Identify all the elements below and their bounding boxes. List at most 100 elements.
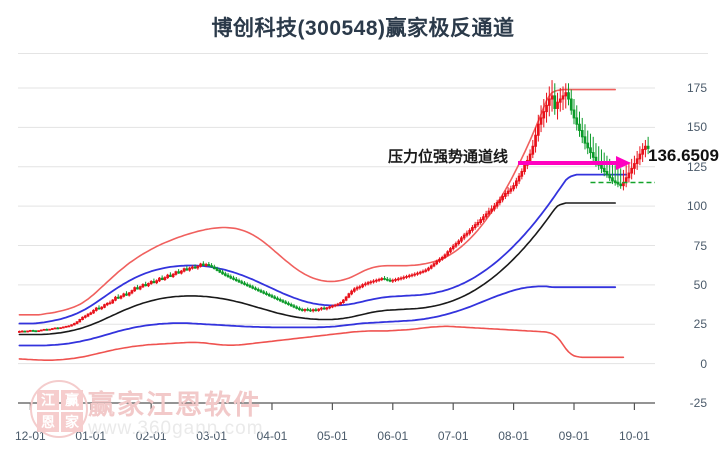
candle-body: [575, 117, 579, 125]
candle-body: [322, 307, 326, 310]
candle-body: [177, 271, 180, 274]
candle-body: [23, 330, 27, 333]
candle-body: [171, 273, 175, 278]
candle-body: [471, 227, 474, 231]
candle-body: [201, 263, 205, 266]
candle-body: [122, 293, 126, 297]
candle-body: [226, 274, 230, 278]
candle-body: [558, 98, 562, 103]
candle-body: [61, 326, 65, 329]
candle-body: [462, 234, 466, 239]
candle-body: [210, 265, 213, 268]
candle-body: [287, 302, 290, 306]
candle-body: [377, 279, 381, 281]
candle-body: [476, 222, 480, 226]
y-axis-tick-label: 75: [693, 238, 707, 253]
candle-body: [89, 312, 93, 315]
candle-body: [531, 145, 535, 155]
candle-body: [114, 296, 117, 301]
candle-body: [569, 98, 573, 111]
candle-body: [311, 309, 315, 312]
candle-body: [580, 130, 584, 138]
candle-body: [127, 292, 131, 296]
lower-channel-band: [18, 325, 625, 362]
candle-body: [457, 240, 461, 245]
candle-body: [256, 288, 260, 292]
candle-body: [363, 283, 367, 286]
candle-body: [196, 265, 200, 269]
candle-body: [94, 307, 98, 311]
candle-body: [78, 319, 82, 323]
candle-body: [468, 229, 472, 234]
candle-body: [578, 123, 581, 132]
candle-body: [221, 271, 224, 275]
candle-body: [438, 258, 441, 262]
candle-body: [42, 328, 46, 331]
candle-body: [333, 304, 337, 307]
candle-body: [347, 293, 351, 298]
candle-body: [396, 278, 400, 281]
candle-body: [152, 281, 156, 284]
candle-body: [251, 286, 255, 289]
candle-body: [103, 304, 106, 308]
candle-body: [138, 286, 142, 290]
candle-body: [303, 308, 307, 311]
x-axis-tick-label: 09-01: [558, 429, 590, 443]
x-axis-tick-label: 02-01: [135, 429, 167, 443]
x-axis-tick-label: 07-01: [437, 429, 469, 443]
candle-body: [270, 295, 274, 298]
candle-body: [473, 224, 477, 229]
candle-body: [536, 123, 540, 136]
y-axis-tick-label: 0: [700, 356, 707, 371]
candle-body: [446, 251, 450, 256]
candle-body: [328, 306, 331, 309]
candle-body: [278, 299, 282, 302]
candle-body: [561, 95, 565, 100]
candle-body: [427, 267, 430, 271]
candle-body: [550, 95, 554, 100]
candle-body: [169, 274, 172, 278]
candle-body: [567, 92, 570, 100]
candle-body: [248, 285, 252, 288]
candle-body: [418, 271, 422, 274]
candle-body: [641, 148, 644, 155]
candle-body: [482, 216, 485, 221]
candle-body: [48, 328, 51, 331]
candle-body: [50, 328, 54, 330]
candle-body: [361, 284, 364, 288]
candle-body: [399, 277, 403, 280]
candle-body: [449, 248, 452, 253]
candle-body: [517, 175, 521, 182]
candle-body: [136, 287, 139, 290]
candle-body: [218, 269, 222, 273]
candle-body: [254, 287, 257, 290]
x-axis-tick-label: 08-01: [498, 429, 529, 443]
candle-body: [289, 304, 293, 307]
candle-body: [493, 205, 496, 210]
candle-body: [92, 309, 95, 314]
candle-body: [86, 313, 90, 317]
candle-body: [215, 268, 219, 271]
inner-upper-channel-band: [18, 173, 628, 325]
candle-body: [81, 316, 84, 321]
x-axis-tick-label: 05-01: [317, 429, 348, 443]
inner-lower-channel-band: [18, 285, 617, 347]
candle-body: [344, 296, 348, 301]
candle-body: [331, 305, 334, 308]
candle-body: [180, 270, 183, 274]
candle-body: [564, 92, 568, 97]
y-axis-tick-label: 175: [686, 81, 707, 95]
candle-body: [504, 193, 507, 197]
candle-body: [495, 202, 499, 207]
candle-body: [542, 111, 546, 119]
candle-body: [506, 190, 510, 195]
candle-body: [487, 210, 491, 215]
candle-body: [432, 263, 436, 267]
candle-body: [350, 290, 353, 295]
candle-body: [512, 185, 515, 190]
watermark-url: www.360gann.com: [88, 418, 264, 439]
candle-body: [424, 269, 428, 272]
candle-body: [232, 277, 235, 280]
candle-body: [528, 153, 532, 161]
